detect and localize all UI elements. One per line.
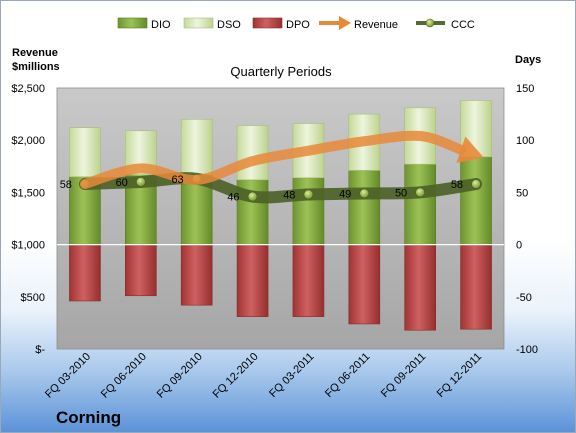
- legend-swatch-ccc: [416, 18, 445, 28]
- left-tick-label-5: $2,500: [11, 83, 45, 95]
- bar-dso-fq-03-2010: [69, 127, 101, 178]
- x-axis-ticks: FQ 03-2010 FQ 06-2010 FQ 09-2010 FQ 12-2010…: [43, 351, 484, 401]
- right-axis-ticks: -100 -50 0 50 100 150: [516, 83, 538, 356]
- left-tick-label-3: $1,500: [11, 187, 45, 199]
- bar-dpo-fq-12-2010: [236, 244, 269, 317]
- ccc-point-fq-03-2011: [303, 189, 314, 200]
- ccc-data-label-fq-06-2011: 49: [339, 188, 351, 200]
- ccc-data-label-fq-09-2011: 50: [395, 187, 407, 199]
- revenue-line: [79, 130, 466, 190]
- bar-dpo-fq-03-2011: [292, 244, 325, 317]
- plot-area: [56, 87, 505, 350]
- legend-swatch-dio: [117, 17, 148, 29]
- bar-dso-fq-12-2010: [236, 125, 269, 181]
- ccc-point-fq-12-2011: [471, 179, 481, 189]
- ccc-data-label-fq-03-2011: 48: [283, 189, 295, 201]
- left-axis-ticks: $- $500 $1,000 $1,500 $2,000 $2,500: [11, 83, 45, 356]
- legend-label-ccc: CCC: [451, 19, 475, 31]
- left-tick-label-4: $2,000: [11, 135, 45, 147]
- ccc-data-label-fq-09-2010: 63: [171, 174, 183, 186]
- ccc-line-group: [78, 172, 483, 204]
- right-tick-label-5: 150: [516, 83, 534, 95]
- right-tick-label-1: -50: [516, 292, 532, 304]
- x-tick-label-fq-06-2011: FQ 06-2011: [323, 351, 372, 400]
- ccc-point-fq-12-2010: [247, 191, 258, 202]
- right-tick-label-0: -100: [516, 344, 538, 356]
- data-labels-group: 58 60 63 46 48 49 50 58: [60, 174, 463, 204]
- ccc-data-label-fq-03-2010: 58: [60, 179, 72, 191]
- legend-label-dpo: DPO: [286, 19, 310, 31]
- legend-label-revenue: Revenue: [354, 19, 398, 31]
- ccc-data-label-fq-12-2010: 46: [227, 192, 239, 204]
- bar-dio-fq-09-2011: [404, 163, 436, 245]
- bar-dpo-fq-09-2011: [404, 244, 436, 331]
- x-tick-label-fq-06-2010: FQ 06-2010: [99, 351, 149, 401]
- left-tick-label-1: $500: [21, 292, 45, 304]
- revenue-line-group: [79, 130, 484, 190]
- bar-dpo-fq-09-2010: [180, 244, 213, 306]
- company-name: Corning: [56, 408, 121, 427]
- x-tick-label-fq-09-2011: FQ 09-2011: [379, 351, 428, 400]
- x-tick-label-fq-12-2011: FQ 12-2011: [435, 351, 484, 400]
- bar-dio-fq-06-2011: [348, 170, 381, 245]
- bar-dpo-fq-03-2010: [69, 244, 101, 302]
- legend-label-dio: DIO: [151, 19, 171, 31]
- chart-title: Quarterly Periods: [230, 64, 332, 79]
- bar-dso-fq-09-2010: [180, 119, 213, 175]
- left-tick-label-0: $-: [35, 344, 45, 356]
- legend-swatch-dso: [183, 17, 214, 29]
- x-tick-label-fq-03-2010: FQ 03-2010: [43, 351, 93, 401]
- bar-dio-fq-03-2011: [292, 177, 325, 245]
- left-axis-title-line1: Revenue: [12, 47, 58, 59]
- bar-dpo-fq-06-2010: [125, 244, 157, 297]
- x-tick-label-fq-09-2010: FQ 09-2010: [155, 351, 205, 401]
- revenue-arrowhead: [456, 136, 484, 163]
- left-tick-label-2: $1,000: [11, 240, 45, 252]
- ccc-point-fq-09-2011: [415, 187, 425, 198]
- right-tick-label-3: 50: [516, 187, 528, 199]
- legend: DIO DSO DPO Revenue CCC: [117, 16, 475, 31]
- right-tick-label-4: 100: [516, 135, 534, 147]
- left-axis-title-line2: $millions: [12, 61, 60, 73]
- bar-dio-fq-12-2011: [460, 156, 492, 245]
- legend-swatch-revenue: [319, 16, 351, 30]
- bar-dpo-fq-12-2011: [460, 244, 492, 330]
- ccc-point-fq-06-2010: [136, 177, 146, 187]
- x-tick-label-fq-03-2011: FQ 03-2011: [267, 351, 316, 400]
- bar-dpo-fq-06-2011: [348, 244, 381, 325]
- right-axis-title: Days: [515, 54, 541, 66]
- legend-swatch-dpo: [252, 17, 283, 29]
- ccc-point-fq-06-2011: [359, 188, 370, 199]
- x-tick-label-fq-12-2010: FQ 12-2010: [211, 351, 261, 401]
- right-tick-label-2: 0: [516, 240, 522, 252]
- legend-label-dso: DSO: [217, 19, 241, 31]
- ccc-data-label-fq-06-2010: 60: [116, 177, 128, 189]
- ccc-data-label-fq-12-2011: 58: [451, 179, 463, 191]
